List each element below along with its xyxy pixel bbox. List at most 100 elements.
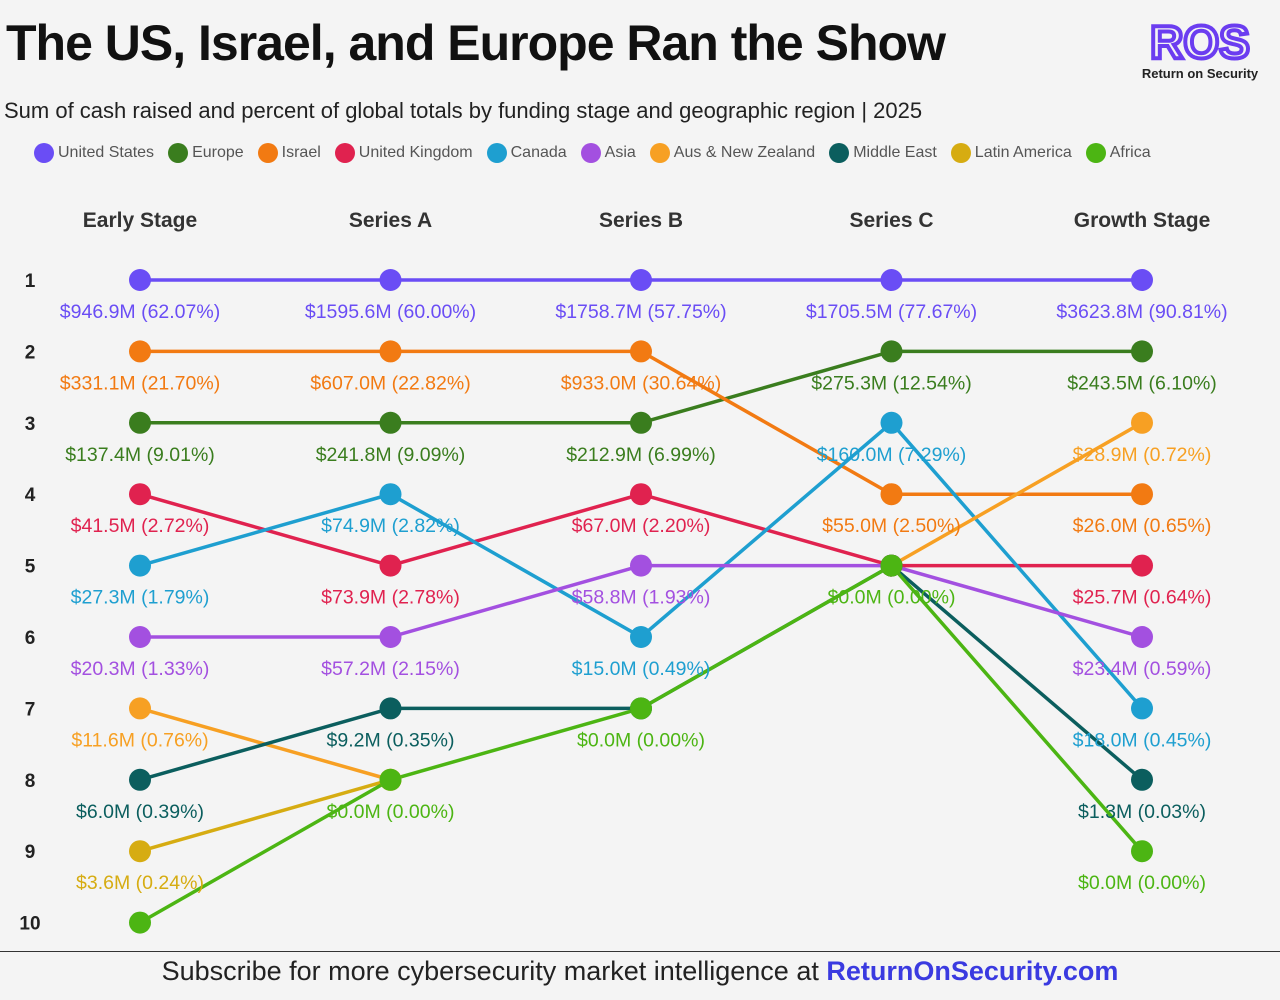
legend-label: Canada (510, 144, 567, 161)
data-labels: $946.9M (62.07%) $1595.6M (60.00%) $1758.7… (60, 301, 1228, 894)
legend-item: United Kingdom (334, 143, 473, 163)
data-point (1131, 269, 1153, 291)
data-label: $3623.8M (90.81%) (1056, 301, 1227, 323)
data-point (129, 554, 151, 577)
data-label: $212.9M (6.99%) (566, 444, 716, 466)
legend-item: Europe (168, 143, 244, 163)
footer-text: Subscribe for more cybersecurity market … (161, 956, 819, 986)
data-point (1131, 768, 1153, 791)
legend-swatch (334, 143, 355, 163)
data-label: $1.3M (0.03%) (1078, 801, 1206, 823)
rank-label: 9 (25, 842, 36, 863)
legend-swatch (649, 143, 670, 163)
data-label: $41.5M (2.72%) (71, 515, 210, 537)
data-point (630, 697, 652, 720)
column-header: Series A (349, 209, 432, 232)
legend-label: United States (58, 144, 155, 161)
ros-logo: ROS Return on Security (1134, 18, 1266, 81)
data-label: $1758.7M (57.75%) (555, 301, 726, 323)
data-point (379, 269, 402, 291)
data-label: $27.3M (1.79%) (71, 587, 210, 609)
column-header: Growth Stage (1074, 209, 1211, 232)
data-label: $331.1M (21.70%) (60, 372, 220, 394)
legend-label: Israel (281, 144, 321, 161)
data-point (129, 697, 151, 720)
legend-swatch (950, 143, 971, 163)
legend-item: Africa (1085, 143, 1151, 163)
series-points (129, 269, 1153, 934)
legend-item: Israel (257, 143, 321, 163)
legend: United States Europe Israel United Kingdom C… (34, 143, 1151, 163)
data-point (1131, 626, 1153, 648)
data-label: $74.9M (2.82%) (321, 515, 460, 537)
data-point (1131, 411, 1153, 434)
data-label: $0.0M (0.00%) (327, 801, 455, 823)
data-label: $137.4M (9.01%) (65, 444, 215, 466)
data-label: $11.6M (0.76%) (71, 729, 208, 751)
data-point (129, 626, 151, 648)
rank-label: 5 (25, 557, 36, 578)
data-point (630, 626, 652, 648)
chart-subtitle: Sum of cash raised and percent of global… (4, 98, 923, 123)
data-point (379, 340, 402, 363)
logo-tagline: Return on Security (1141, 66, 1259, 81)
data-label: $0.0M (0.00%) (577, 729, 705, 751)
data-point (379, 411, 402, 434)
data-label: $6.0M (0.39%) (76, 801, 204, 823)
data-point (630, 554, 652, 577)
column-header: Series C (849, 209, 933, 232)
data-label: $243.5M (6.10%) (1067, 372, 1217, 394)
data-point (1131, 554, 1153, 577)
footer: Subscribe for more cybersecurity market … (0, 956, 1280, 987)
legend-item: Aus & New Zealand (649, 143, 816, 163)
data-label: $15.0M (0.49%) (572, 658, 711, 680)
legend-item: United States (34, 143, 154, 163)
data-point (630, 411, 652, 434)
legend-label: Aus & New Zealand (673, 144, 816, 161)
legend-swatch (486, 143, 507, 163)
data-point (1131, 340, 1153, 363)
rank-label: 8 (25, 771, 36, 792)
rank-label: 1 (25, 271, 36, 292)
footer-link[interactable]: ReturnOnSecurity.com (826, 956, 1119, 986)
data-point (379, 626, 402, 648)
data-label: $26.0M (0.65%) (1073, 515, 1212, 537)
data-point (880, 483, 903, 506)
data-point (1131, 697, 1153, 720)
rank-label: 7 (25, 699, 36, 720)
column-header: Early Stage (83, 209, 197, 232)
legend-swatch (580, 143, 601, 163)
data-label: $275.3M (12.54%) (811, 372, 971, 394)
data-point (630, 269, 652, 291)
legend-label: Middle East (853, 144, 937, 161)
data-point (1131, 840, 1153, 863)
data-point (880, 340, 903, 363)
legend-swatch (257, 143, 278, 163)
rank-label: 2 (25, 342, 36, 363)
data-label: $20.3M (1.33%) (71, 658, 210, 680)
legend-item: Asia (580, 143, 636, 163)
data-label: $241.8M (9.09%) (316, 444, 466, 466)
data-point (880, 411, 903, 434)
data-label: $0.0M (0.00%) (1078, 872, 1206, 894)
data-point (379, 697, 402, 720)
legend-label: United Kingdom (358, 144, 473, 161)
data-point (379, 483, 402, 506)
data-label: $55.0M (2.50%) (822, 515, 961, 537)
legend-swatch (829, 143, 850, 163)
data-label: $0.0M (0.00%) (828, 587, 956, 609)
chart-title: The US, Israel, and Europe Ran the Show (6, 15, 946, 71)
data-point (1131, 483, 1153, 506)
data-point (129, 483, 151, 506)
data-point (129, 340, 151, 363)
legend-label: Asia (604, 144, 636, 161)
rank-label: 3 (25, 414, 36, 435)
data-label: $1595.6M (60.00%) (305, 301, 476, 323)
data-point (379, 554, 402, 577)
legend-swatch (34, 143, 54, 163)
data-label: $25.7M (0.64%) (1073, 587, 1212, 609)
data-label: $9.2M (0.35%) (327, 729, 455, 751)
footer-divider (0, 951, 1280, 952)
data-label: $607.0M (22.82%) (310, 372, 470, 394)
